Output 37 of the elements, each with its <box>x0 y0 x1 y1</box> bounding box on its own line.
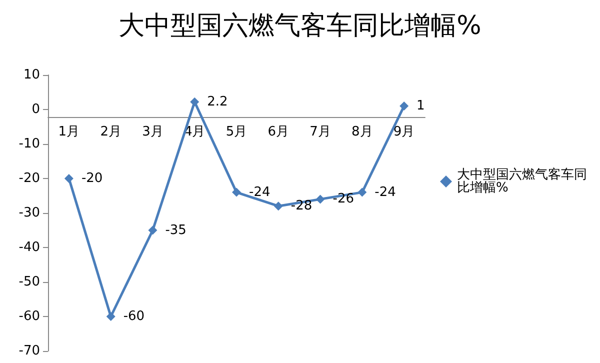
point <box>232 188 241 197</box>
data-label: 2.2 <box>207 94 228 110</box>
point <box>190 97 200 106</box>
data-label: -20 <box>81 171 103 186</box>
y-tick-label: 0 <box>32 102 40 117</box>
point <box>106 312 116 321</box>
x-tick-label: 2月 <box>100 124 122 140</box>
x-tick-label: 8月 <box>352 124 373 140</box>
legend-label: 大中型国六燃气客车同比增幅% <box>457 166 587 196</box>
x-tick-label: 3月 <box>142 124 164 140</box>
x-tick-label: 6月 <box>268 124 290 140</box>
data-label: -60 <box>123 309 145 324</box>
x-tick-label: 1月 <box>58 124 80 140</box>
data-label: 1 <box>416 98 425 114</box>
y-tick-label: -40 <box>18 240 40 255</box>
data-label: -24 <box>249 184 270 200</box>
data-label: -26 <box>332 192 354 207</box>
point <box>148 226 158 235</box>
y-tick-label: -10 <box>18 136 40 152</box>
y-tick-label: -20 <box>18 171 40 186</box>
point <box>400 102 409 111</box>
point <box>358 188 367 197</box>
x-tick-label: 5月 <box>226 124 248 140</box>
x-tick-label: 9月 <box>393 124 415 140</box>
y-tick-label: -30 <box>18 206 40 220</box>
x-tick-label: 7月 <box>310 124 331 140</box>
data-label: -28 <box>290 198 312 214</box>
point <box>274 202 283 211</box>
data-label: -24 <box>374 184 396 200</box>
point <box>316 194 325 204</box>
chart-title: 大中型国六燃气客车同比增幅% <box>118 11 482 41</box>
y-tick-label: -50 <box>18 274 40 290</box>
point <box>64 174 74 183</box>
data-label: -35 <box>165 222 186 238</box>
y-tick-label: -70 <box>18 344 40 358</box>
y-tick-label: 10 <box>23 68 40 82</box>
y-tick-label: -60 <box>18 309 40 324</box>
